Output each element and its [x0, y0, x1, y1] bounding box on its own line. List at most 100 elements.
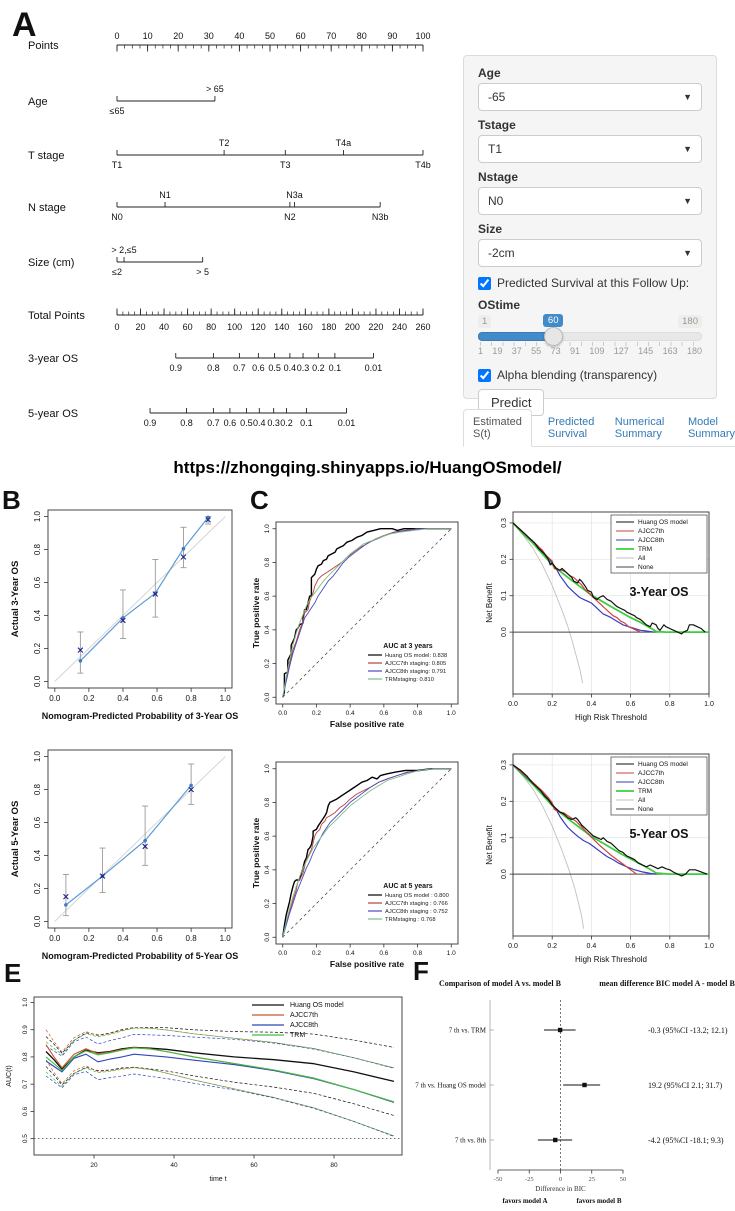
tab-estimated-st[interactable]: Estimated S(t)	[463, 409, 532, 447]
svg-text:160: 160	[298, 322, 313, 332]
size-label: Size	[478, 222, 503, 236]
svg-text:7 th vs. Huang OS model: 7 th vs. Huang OS model	[415, 1082, 486, 1090]
age-label: Age	[478, 66, 501, 80]
svg-text:0.0: 0.0	[49, 934, 61, 943]
svg-text:0.0: 0.0	[49, 694, 61, 703]
followup-checkbox[interactable]	[478, 276, 491, 290]
svg-text:0.2: 0.2	[264, 899, 271, 908]
svg-text:> 65: > 65	[206, 84, 224, 94]
svg-text:40: 40	[170, 1162, 178, 1169]
svg-text:0.6: 0.6	[264, 831, 271, 840]
svg-text:1.0: 1.0	[447, 950, 456, 957]
svg-text:0.9: 0.9	[22, 1025, 29, 1034]
svg-text:0: 0	[114, 31, 119, 41]
svg-text:100: 100	[415, 31, 430, 41]
svg-text:50: 50	[265, 31, 275, 41]
size-select[interactable]: -2cm ▼	[478, 239, 702, 267]
nstage-select-value: N0	[488, 194, 504, 208]
svg-text:0.6: 0.6	[252, 363, 265, 373]
svg-text:Net Benefit: Net Benefit	[485, 582, 494, 622]
svg-text:AJCC7th: AJCC7th	[638, 528, 664, 535]
svg-text:0.4: 0.4	[587, 701, 597, 708]
svg-text:T1: T1	[112, 160, 123, 170]
svg-text:N0: N0	[111, 212, 123, 222]
followup-checkbox-label: Predicted Survival at this Follow Up:	[497, 276, 690, 290]
svg-text:AJCC7th staging : 0.766: AJCC7th staging : 0.766	[385, 901, 448, 907]
svg-text:All: All	[638, 555, 646, 562]
svg-text:0.2: 0.2	[501, 796, 508, 806]
svg-text:1.0: 1.0	[220, 934, 232, 943]
svg-text:Comparison of model A vs. mode: Comparison of model A vs. model B	[439, 979, 562, 988]
tab-model-summary[interactable]: Model Summary	[687, 416, 735, 440]
svg-text:T2: T2	[219, 138, 230, 148]
svg-text:0.8: 0.8	[413, 710, 422, 717]
svg-text:1.0: 1.0	[264, 524, 271, 533]
shiny-sidebar-panel: Age -65 ▼ Tstage T1 ▼ Nstage N0 ▼ Size -…	[463, 55, 717, 416]
svg-text:0.2: 0.2	[547, 701, 557, 708]
svg-text:None: None	[638, 564, 654, 571]
svg-text:30: 30	[204, 31, 214, 41]
svg-text:≤2: ≤2	[112, 267, 122, 277]
svg-text:N1: N1	[159, 190, 171, 200]
svg-text:Total Points: Total Points	[28, 310, 85, 322]
svg-text:1.0: 1.0	[22, 998, 29, 1007]
panel-label-e: E	[4, 958, 22, 988]
svg-text:60: 60	[250, 1162, 258, 1169]
time-dependent-auc-plot: 20 40 60 80 0.5 0.6 0.7 0.8 0.9 1.0 time t AUC(t) Hu…	[6, 996, 403, 1183]
svg-text:High Risk Threshold: High Risk Threshold	[575, 713, 647, 722]
nstage-label: Nstage	[478, 170, 519, 184]
svg-text:High Risk Threshold: High Risk Threshold	[575, 955, 647, 964]
slider-tick-label: 127	[613, 346, 629, 356]
svg-text:0.8: 0.8	[264, 798, 271, 807]
svg-text:0.0: 0.0	[508, 701, 518, 708]
result-tabs: Estimated S(t) Predicted Survival Numeri…	[463, 409, 735, 447]
slider-max-badge: 180	[678, 315, 702, 328]
svg-text:1.0: 1.0	[704, 943, 714, 950]
svg-text:0.6: 0.6	[33, 816, 42, 828]
svg-text:All: All	[638, 797, 646, 804]
tstage-select[interactable]: T1 ▼	[478, 135, 702, 163]
chevron-down-icon: ▼	[683, 248, 692, 258]
svg-text:0.5: 0.5	[22, 1134, 29, 1143]
slider-value-badge: 60	[542, 314, 564, 327]
svg-text:0.3: 0.3	[297, 363, 310, 373]
svg-text:1.0: 1.0	[264, 764, 271, 773]
tab-predicted-survival[interactable]: Predicted Survival	[547, 416, 595, 440]
age-select[interactable]: -65 ▼	[478, 83, 702, 111]
svg-text:0.8: 0.8	[665, 701, 675, 708]
age-select-value: -65	[488, 90, 506, 104]
svg-text:0.8: 0.8	[186, 694, 198, 703]
svg-text:-4.2 (95%CI -18.1; 9.3): -4.2 (95%CI -18.1; 9.3)	[648, 1136, 724, 1145]
app-url: https://zhongqing.shinyapps.io/HuangOSmo…	[173, 458, 562, 477]
svg-text:favors model A: favors model A	[502, 1197, 547, 1205]
svg-text:0.3: 0.3	[267, 418, 280, 428]
svg-text:10: 10	[143, 31, 153, 41]
svg-text:60: 60	[183, 322, 193, 332]
tstage-label: Tstage	[478, 118, 516, 132]
svg-text:N stage: N stage	[28, 202, 66, 214]
svg-text:0.4: 0.4	[264, 865, 271, 874]
svg-text:≤65: ≤65	[110, 106, 125, 116]
svg-text:0.8: 0.8	[22, 1052, 29, 1061]
svg-text:AUC(t): AUC(t)	[6, 1065, 13, 1086]
svg-text:T3: T3	[280, 160, 291, 170]
tab-numerical-summary[interactable]: Numerical Summary	[614, 416, 665, 440]
svg-text:Age: Age	[28, 96, 48, 108]
svg-text:0.2: 0.2	[33, 882, 42, 894]
slider-tick-label: 19	[492, 346, 503, 356]
svg-text:Points: Points	[28, 40, 59, 52]
alpha-blending-checkbox[interactable]	[478, 368, 491, 382]
svg-text:N2: N2	[284, 212, 296, 222]
ostime-slider[interactable]: 1 180 60 1 19 37 55 73 91 109 127 145 163 180	[478, 314, 702, 359]
svg-text:0.6: 0.6	[626, 943, 636, 950]
svg-text:3-Year OS: 3-Year OS	[629, 585, 688, 599]
svg-text:T4a: T4a	[336, 138, 352, 148]
nstage-select[interactable]: N0 ▼	[478, 187, 702, 215]
svg-text:260: 260	[415, 322, 430, 332]
svg-text:0.3: 0.3	[501, 760, 508, 770]
svg-text:0.0: 0.0	[278, 950, 287, 957]
slider-tick-label: 37	[511, 346, 522, 356]
svg-text:0.8: 0.8	[207, 363, 220, 373]
svg-text:0.01: 0.01	[338, 418, 356, 428]
svg-text:0.4: 0.4	[117, 694, 129, 703]
